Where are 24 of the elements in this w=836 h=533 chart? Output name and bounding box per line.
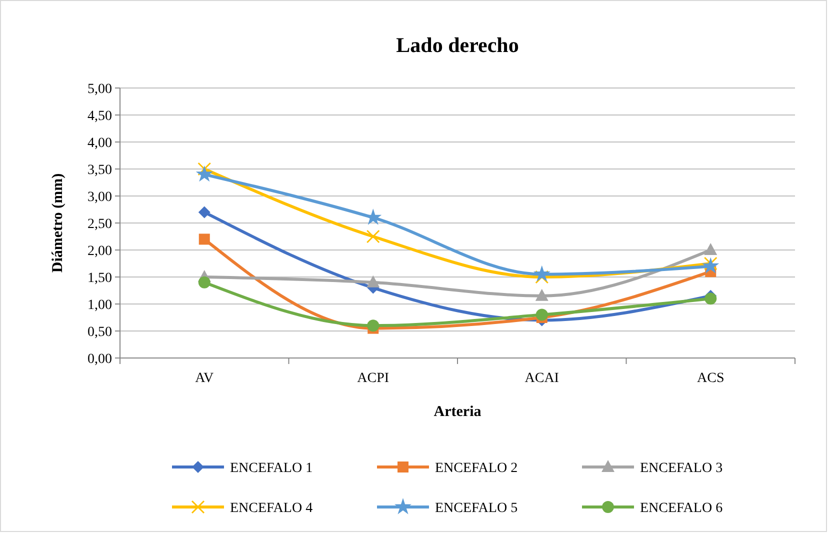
y-tick-label: 2,00 (88, 244, 112, 259)
legend-label: ENCEFALO 2 (435, 460, 518, 476)
x-tick-label: ACPI (357, 371, 390, 386)
x-tick-label: ACS (697, 371, 724, 386)
legend-label: ENCEFALO 1 (230, 460, 313, 476)
x-tick-label: AV (195, 371, 214, 386)
legend-label: ENCEFALO 5 (435, 500, 518, 516)
y-tick-label: 1,00 (88, 298, 112, 313)
y-axis-title: Diámetro (mm) (50, 173, 66, 273)
y-tick-label: 4,00 (88, 136, 112, 151)
y-tick-label: 5,00 (88, 82, 112, 97)
x-axis-title: Arteria (434, 404, 482, 420)
y-tick-label: 4,50 (88, 108, 112, 124)
legend-label: ENCEFALO 6 (640, 500, 723, 516)
y-tick-label: 0,50 (88, 324, 112, 340)
y-tick-label: 3,50 (88, 162, 112, 178)
legend-label: ENCEFALO 4 (230, 500, 313, 516)
y-tick-label: 3,00 (88, 190, 112, 205)
x-tick-label: ACAI (524, 371, 560, 386)
y-tick-label: 2,50 (88, 216, 112, 232)
y-tick-label: 1,50 (88, 270, 112, 286)
chart-title: Lado derecho (396, 33, 519, 57)
y-tick-label: 0,00 (88, 352, 112, 367)
legend-label: ENCEFALO 3 (640, 460, 723, 476)
